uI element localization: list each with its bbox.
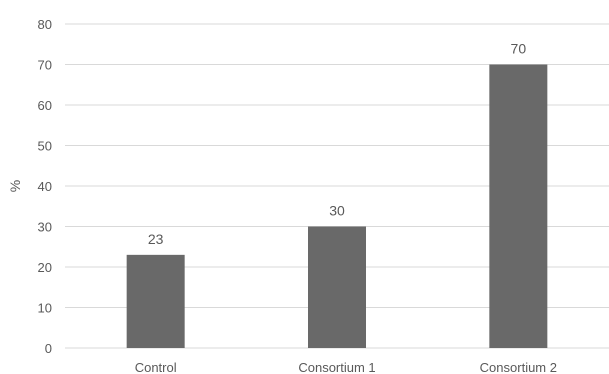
x-tick-label: Consortium 2: [480, 360, 557, 374]
bar-consortium-1: [308, 226, 366, 348]
y-tick-label: 30: [38, 220, 52, 235]
data-label: 30: [329, 203, 345, 219]
y-tick-label: 80: [38, 17, 52, 32]
y-tick-label: 0: [45, 341, 52, 356]
y-tick-label: 20: [38, 260, 52, 275]
bar-consortium-2: [489, 64, 548, 348]
y-tick-label: 50: [38, 139, 52, 154]
y-tick-label: 70: [38, 58, 52, 73]
data-label: 23: [148, 231, 164, 247]
x-tick-label: Control: [135, 360, 177, 374]
data-label: 70: [511, 41, 527, 57]
y-axis-ticks: 0 10 20 30 40 50 60 70 80: [38, 17, 52, 356]
y-tick-label: 10: [38, 301, 52, 316]
y-axis-title: %: [7, 180, 23, 192]
bars: 23 30 70: [126, 41, 548, 348]
bar-control: [126, 254, 185, 348]
y-tick-label: 60: [38, 98, 52, 113]
x-axis-ticks: Control Consortium 1 Consortium 2: [135, 360, 557, 374]
y-tick-label: 40: [38, 179, 52, 194]
x-tick-label: Consortium 1: [298, 360, 375, 374]
